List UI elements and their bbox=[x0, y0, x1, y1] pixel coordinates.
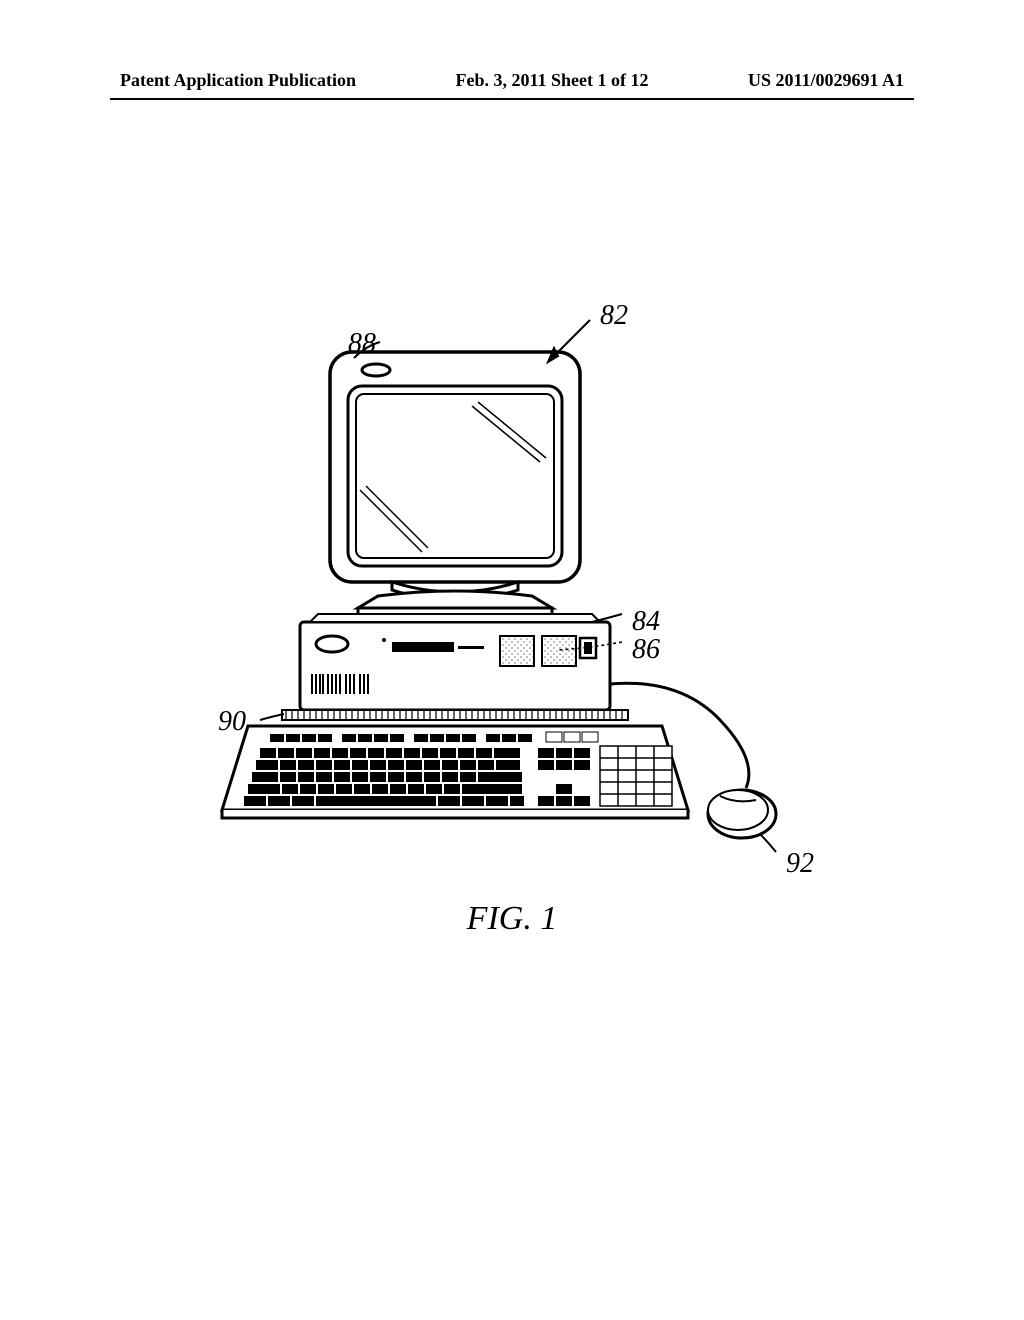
figure-caption: FIG. 1 bbox=[0, 900, 1024, 938]
header-patent-number: US 2011/0029691 A1 bbox=[748, 70, 904, 91]
page-header: Patent Application Publication Feb. 3, 2… bbox=[0, 70, 1024, 91]
header-rule bbox=[110, 98, 914, 100]
keyboard bbox=[222, 726, 688, 818]
header-publication: Patent Application Publication bbox=[120, 70, 356, 91]
monitor bbox=[330, 352, 580, 622]
desktop-tower bbox=[282, 614, 628, 720]
patent-figure bbox=[160, 290, 864, 890]
header-date-sheet: Feb. 3, 2011 Sheet 1 of 12 bbox=[456, 70, 649, 91]
